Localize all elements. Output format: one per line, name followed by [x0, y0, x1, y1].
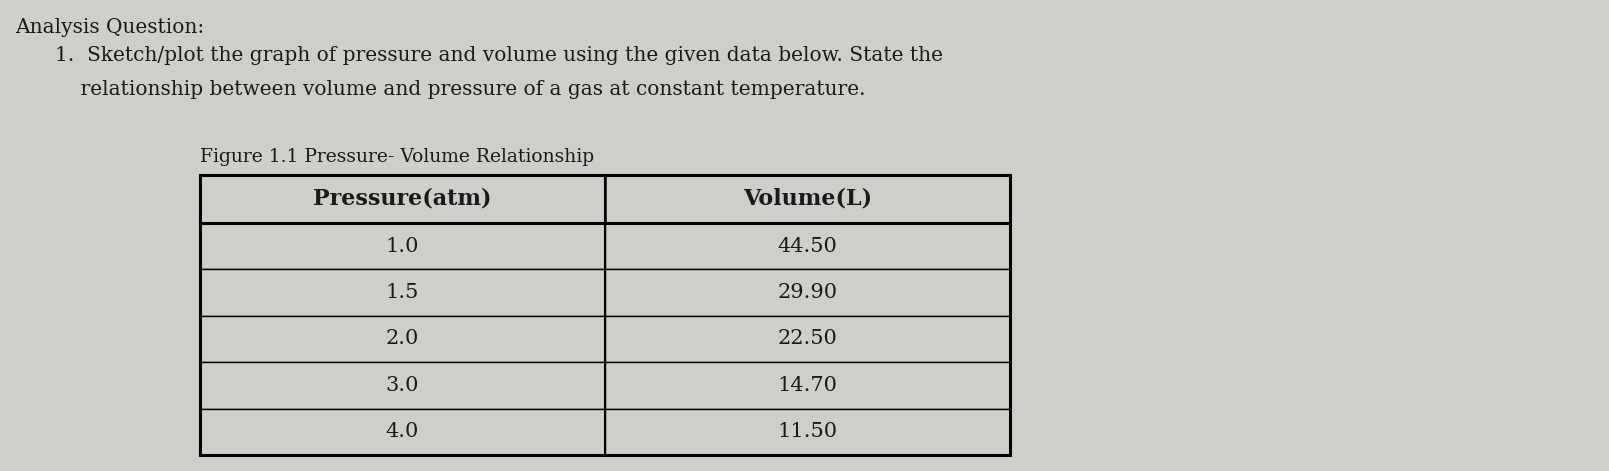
- Text: relationship between volume and pressure of a gas at constant temperature.: relationship between volume and pressure…: [55, 80, 866, 99]
- Bar: [605, 175, 1010, 223]
- Text: Pressure(atm): Pressure(atm): [314, 188, 492, 210]
- Bar: [200, 362, 605, 409]
- Bar: [605, 362, 1010, 409]
- Bar: [605, 269, 1010, 316]
- Text: 1.5: 1.5: [386, 283, 420, 302]
- Text: 2.0: 2.0: [386, 330, 420, 349]
- Text: 3.0: 3.0: [386, 376, 420, 395]
- Text: 44.50: 44.50: [777, 237, 837, 256]
- Bar: [605, 409, 1010, 455]
- Bar: [200, 269, 605, 316]
- Bar: [200, 223, 605, 269]
- Bar: [605, 223, 1010, 269]
- Text: 1.  Sketch/plot the graph of pressure and volume using the given data below. Sta: 1. Sketch/plot the graph of pressure and…: [55, 46, 943, 65]
- Text: 1.0: 1.0: [386, 237, 420, 256]
- Text: 11.50: 11.50: [777, 422, 838, 441]
- Text: Volume(L): Volume(L): [743, 188, 872, 210]
- Bar: [605, 316, 1010, 362]
- Text: 29.90: 29.90: [777, 283, 838, 302]
- Bar: [200, 175, 605, 223]
- Text: Analysis Question:: Analysis Question:: [14, 18, 204, 37]
- Bar: [200, 175, 1010, 455]
- Text: 14.70: 14.70: [777, 376, 838, 395]
- Bar: [200, 409, 605, 455]
- Text: 4.0: 4.0: [386, 422, 420, 441]
- Text: 22.50: 22.50: [777, 330, 837, 349]
- Bar: [200, 316, 605, 362]
- Text: Figure 1.1 Pressure- Volume Relationship: Figure 1.1 Pressure- Volume Relationship: [200, 148, 594, 166]
